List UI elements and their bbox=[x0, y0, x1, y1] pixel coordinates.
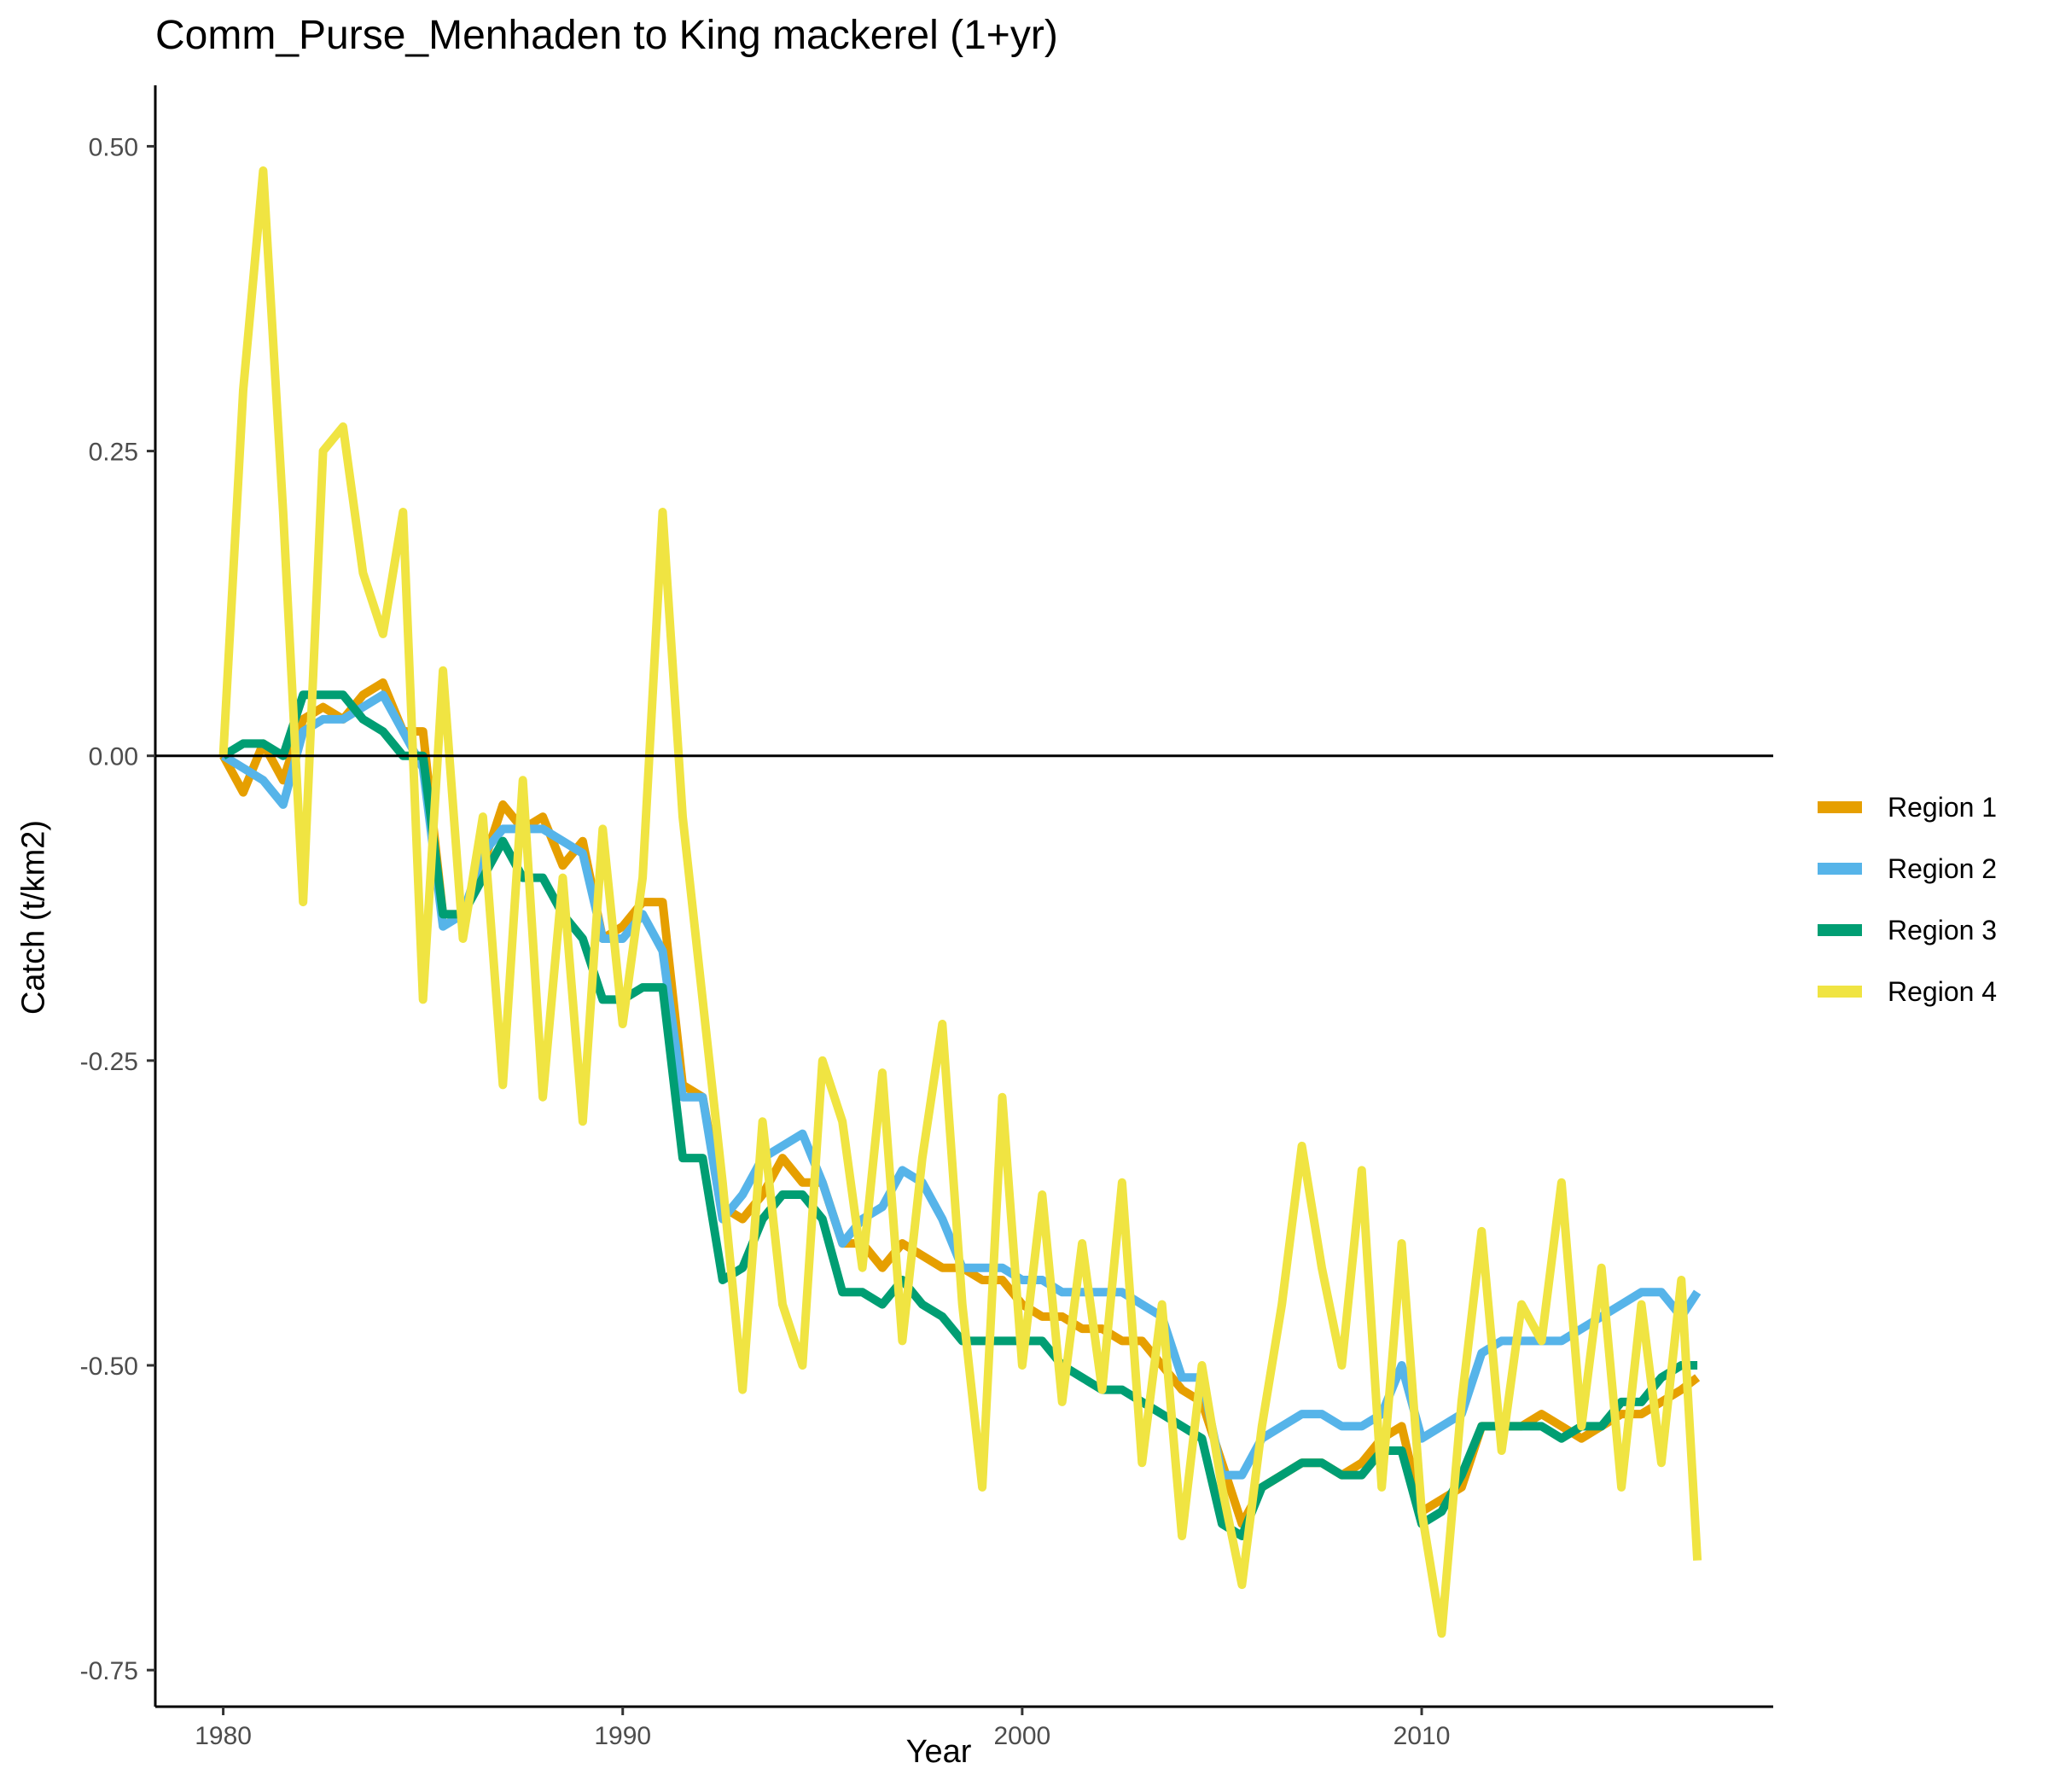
chart-title: Comm_Purse_Menhaden to King mackerel (1+… bbox=[155, 13, 1058, 58]
legend: Region 1 Region 2 Region 3 Region 4 bbox=[1818, 777, 1997, 1022]
legend-item-region-2: Region 2 bbox=[1818, 838, 1997, 899]
legend-swatch bbox=[1818, 801, 1862, 813]
legend-item-region-4: Region 4 bbox=[1818, 961, 1997, 1022]
series-line-region-4 bbox=[218, 166, 1702, 1638]
y-tick-label: 0.50 bbox=[89, 133, 138, 161]
legend-swatch bbox=[1818, 863, 1862, 875]
y-tick-label: -0.50 bbox=[80, 1353, 138, 1381]
x-axis-label-text: Year bbox=[905, 1734, 972, 1770]
y-tick-label: 0.00 bbox=[89, 743, 138, 771]
x-tick-label: 2010 bbox=[1393, 1722, 1451, 1750]
x-tick-label: 2000 bbox=[994, 1722, 1051, 1750]
series-line-region-2 bbox=[220, 690, 1702, 1480]
legend-item-region-3: Region 3 bbox=[1818, 899, 1997, 961]
x-tick-label: 1980 bbox=[195, 1722, 252, 1750]
y-tick-label: -0.25 bbox=[80, 1048, 138, 1076]
legend-item-region-1: Region 1 bbox=[1818, 777, 1997, 838]
legend-label: Region 4 bbox=[1888, 975, 1998, 1007]
y-tick-label: 0.25 bbox=[89, 439, 138, 467]
legend-swatch bbox=[1818, 986, 1862, 998]
series-line-region-1 bbox=[219, 678, 1701, 1528]
y-axis-label: Catch (t/km2) bbox=[15, 819, 52, 1015]
x-tick-label: 1990 bbox=[594, 1722, 651, 1750]
legend-label: Region 1 bbox=[1888, 791, 1998, 823]
legend-label: Region 2 bbox=[1888, 852, 1998, 884]
legend-swatch bbox=[1818, 924, 1862, 936]
series-line-region-3 bbox=[220, 690, 1698, 1540]
y-tick-label: -0.75 bbox=[80, 1657, 138, 1685]
legend-label: Region 3 bbox=[1888, 914, 1998, 945]
